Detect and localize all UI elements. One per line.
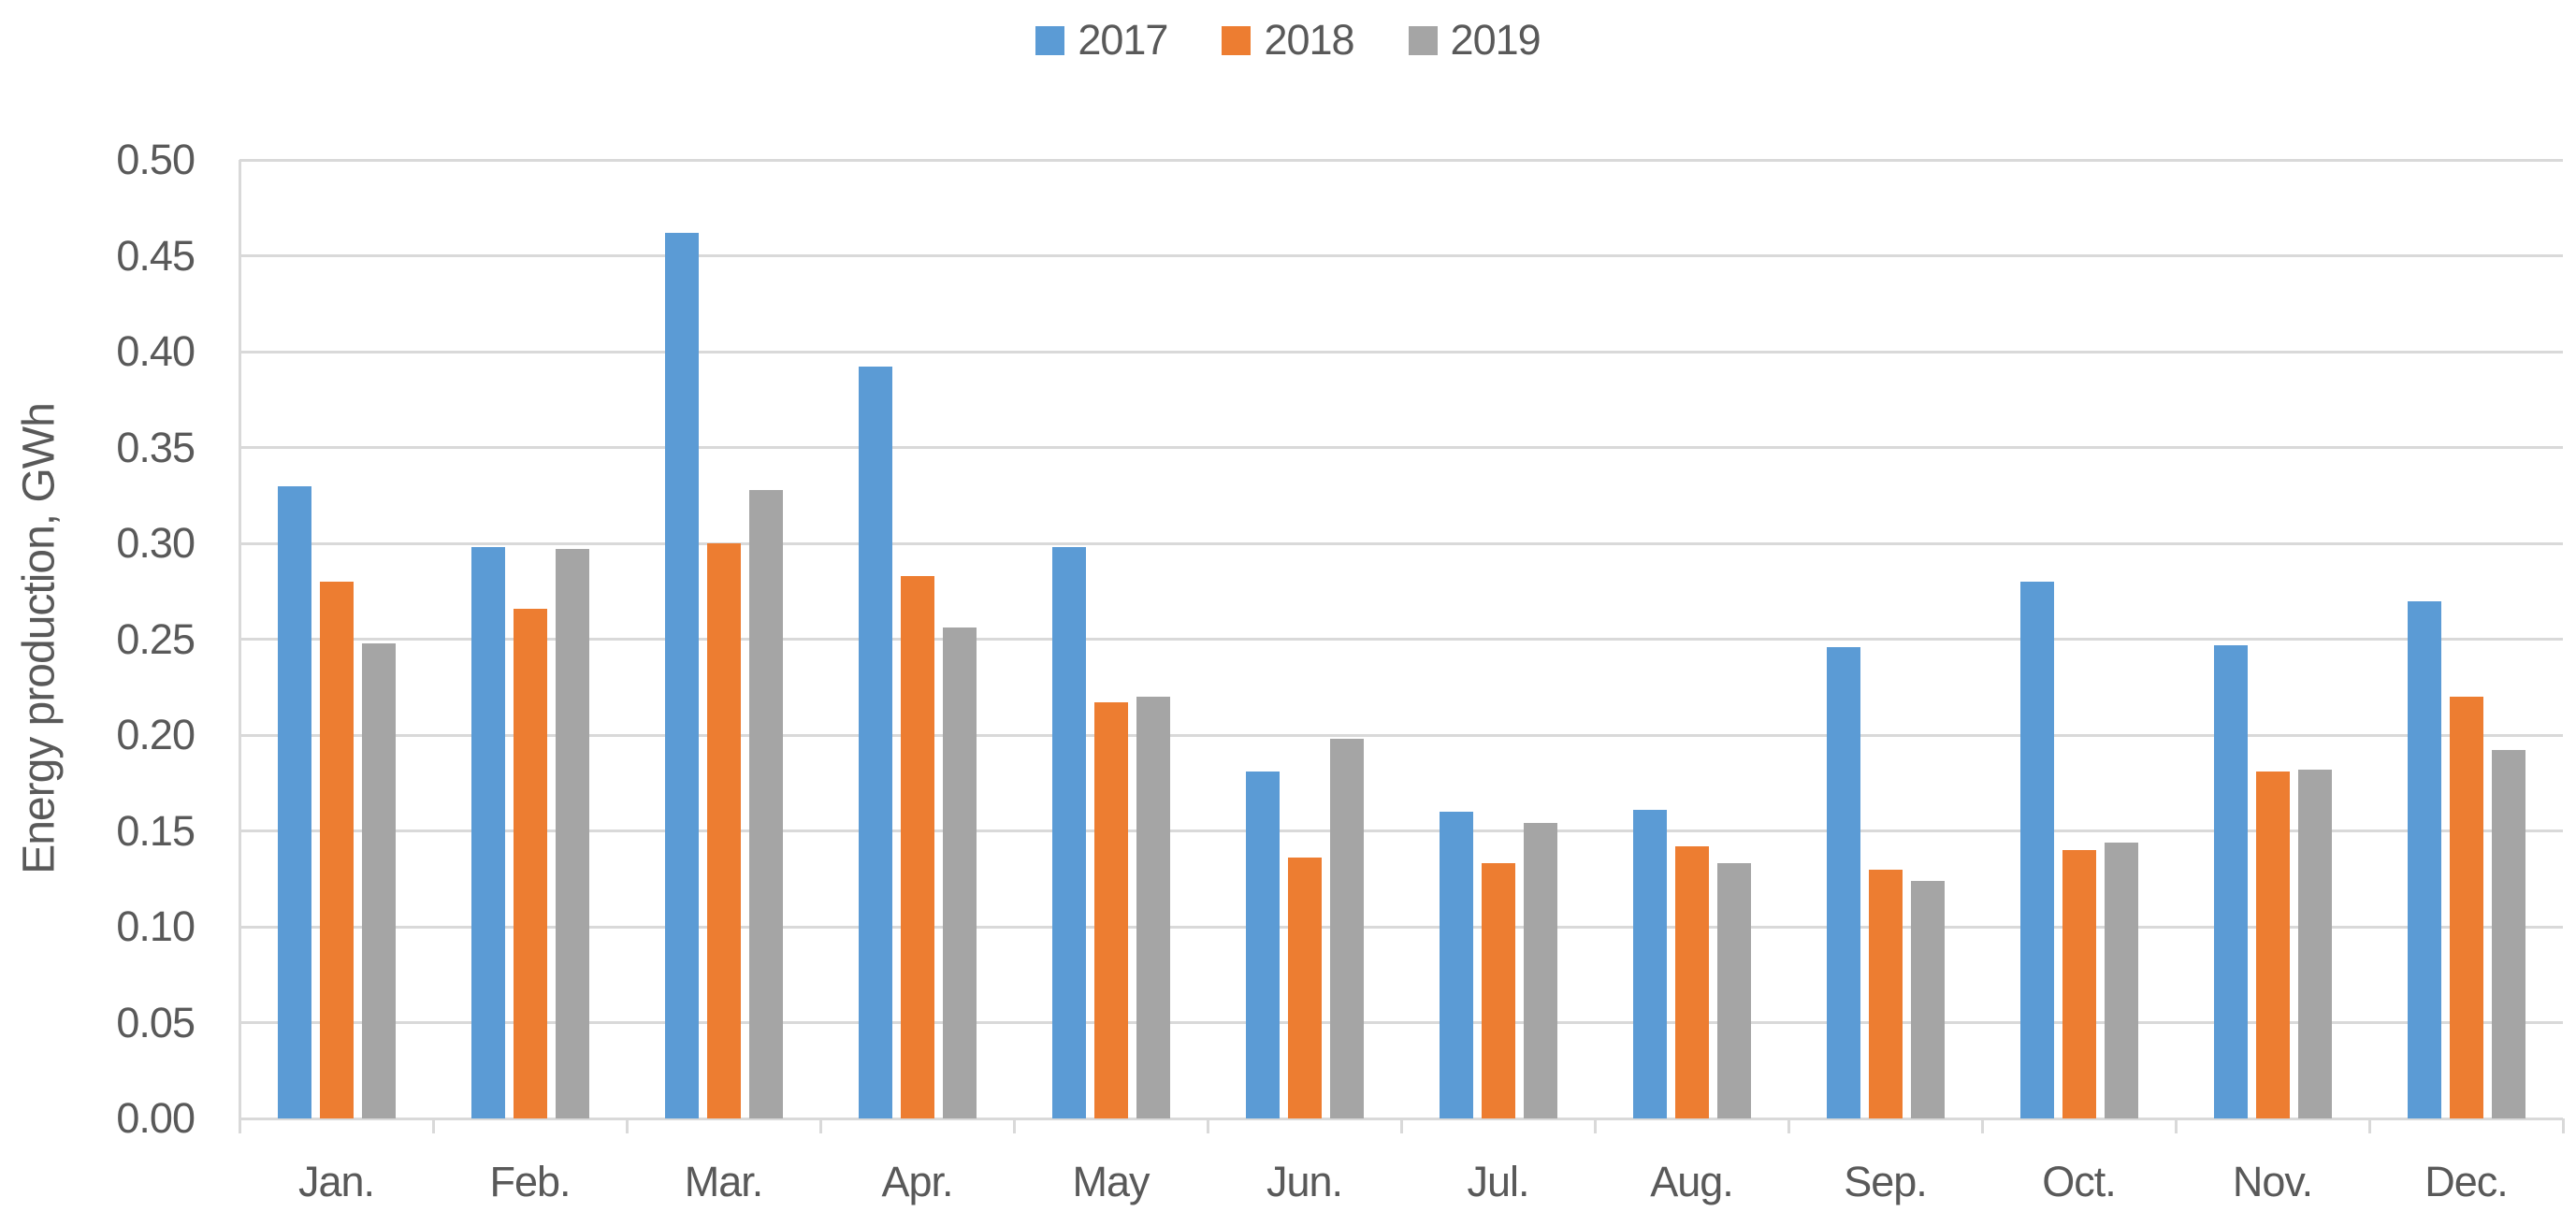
y-tick-label: 0.05	[116, 998, 195, 1046]
y-axis-line	[238, 160, 241, 1133]
bar-2017-dec	[2407, 600, 2441, 1118]
bar-2017-sep	[1826, 646, 1860, 1118]
bar-2019-jan	[361, 642, 396, 1118]
y-tick-label: 0.40	[116, 327, 195, 375]
y-tick-label: 0.30	[116, 519, 195, 567]
x-tick	[818, 1118, 822, 1133]
x-tick	[1399, 1118, 1403, 1133]
bar-2019-jun	[1329, 739, 1364, 1118]
legend-label: 2019	[1450, 16, 1541, 64]
y-tick-label: 0.45	[116, 231, 195, 280]
y-tick-label: 0.15	[116, 806, 195, 855]
bar-2018-may	[1093, 702, 1128, 1118]
x-tick-label: Aug.	[1650, 1158, 1734, 1205]
bar-2019-jul	[1523, 823, 1557, 1118]
bar-2018-jun	[1287, 858, 1322, 1118]
y-tick-label: 0.50	[116, 136, 195, 183]
bar-2018-apr	[900, 575, 934, 1118]
x-tick	[625, 1118, 629, 1133]
legend-swatch-2017	[1035, 25, 1065, 55]
x-tick	[1980, 1118, 1984, 1133]
bar-2017-mar	[664, 232, 699, 1118]
y-tick-label: 0.25	[116, 614, 195, 663]
bar-2017-jun	[1245, 771, 1280, 1118]
bar-2019-mar	[748, 489, 783, 1118]
bar-2018-sep	[1868, 869, 1903, 1118]
x-tick-label: Feb.	[489, 1158, 571, 1205]
y-tick-label: 0.10	[116, 902, 195, 950]
x-tick	[2367, 1118, 2371, 1133]
x-tick-label: Sep.	[1844, 1158, 1928, 1205]
legend-label: 2018	[1264, 16, 1354, 64]
y-tick-label: 0.00	[116, 1094, 195, 1142]
x-tick	[2174, 1118, 2178, 1133]
legend-swatch-2018	[1222, 25, 1252, 55]
x-tick-label: Oct.	[2042, 1158, 2117, 1205]
bar-2019-feb	[555, 549, 589, 1118]
y-tick-label: 0.35	[116, 423, 195, 471]
x-tick	[1593, 1118, 1597, 1133]
legend: 2017 2018 2019	[0, 11, 2576, 69]
bar-2017-may	[1051, 547, 1086, 1118]
bar-2017-jul	[1439, 812, 1473, 1118]
gridline	[239, 829, 2563, 832]
bar-2019-apr	[942, 627, 977, 1118]
y-tick-label: 0.20	[116, 711, 195, 758]
x-tick	[431, 1118, 435, 1133]
bar-2017-aug	[1632, 809, 1667, 1118]
bar-2017-nov	[2213, 644, 2248, 1118]
x-tick-label: Nov.	[2232, 1158, 2313, 1205]
x-tick-label: Dec.	[2424, 1158, 2509, 1205]
bar-2019-dec	[2491, 750, 2525, 1118]
bar-2018-aug	[1674, 845, 1709, 1118]
bar-2019-oct	[2104, 842, 2138, 1118]
gridline	[239, 1021, 2563, 1024]
bar-2019-may	[1136, 697, 1170, 1118]
gridline	[239, 925, 2563, 929]
bar-2017-apr	[858, 367, 892, 1118]
bar-2019-aug	[1716, 863, 1751, 1118]
gridline	[239, 158, 2563, 162]
x-tick	[1206, 1118, 1209, 1133]
bar-2019-sep	[1910, 880, 1945, 1118]
gridline	[239, 446, 2563, 449]
gridline	[239, 638, 2563, 641]
gridline	[239, 350, 2563, 353]
x-tick-label: Apr.	[881, 1158, 953, 1205]
x-tick-label: Jan.	[297, 1158, 375, 1205]
bar-2018-nov	[2255, 771, 2290, 1118]
x-tick-label: Jun.	[1266, 1158, 1343, 1205]
bar-2017-oct	[2019, 582, 2054, 1118]
legend-item-2019: 2019	[1408, 16, 1541, 65]
gridline	[239, 541, 2563, 545]
x-tick-label: Jul.	[1467, 1158, 1529, 1205]
x-tick	[1012, 1118, 1016, 1133]
bar-2017-jan	[277, 485, 311, 1118]
legend-item-2017: 2017	[1035, 16, 1168, 65]
x-tick	[2561, 1118, 2565, 1133]
bar-2019-nov	[2297, 769, 2332, 1118]
legend-item-2018: 2018	[1222, 16, 1355, 65]
x-tick-label: May	[1072, 1158, 1150, 1205]
legend-swatch-2019	[1408, 25, 1438, 55]
x-tick	[1787, 1118, 1790, 1133]
bar-2018-mar	[706, 543, 741, 1118]
gridline	[239, 254, 2563, 257]
bar-2017-feb	[470, 547, 505, 1118]
x-tick-label: Mar.	[684, 1158, 764, 1205]
bar-2018-oct	[2062, 850, 2096, 1118]
legend-label: 2017	[1078, 16, 1168, 64]
gridline	[239, 733, 2563, 737]
bar-2018-jul	[1481, 863, 1515, 1118]
bar-2018-jan	[319, 582, 354, 1118]
bar-2018-dec	[2449, 697, 2483, 1118]
bar-2018-feb	[513, 608, 547, 1118]
